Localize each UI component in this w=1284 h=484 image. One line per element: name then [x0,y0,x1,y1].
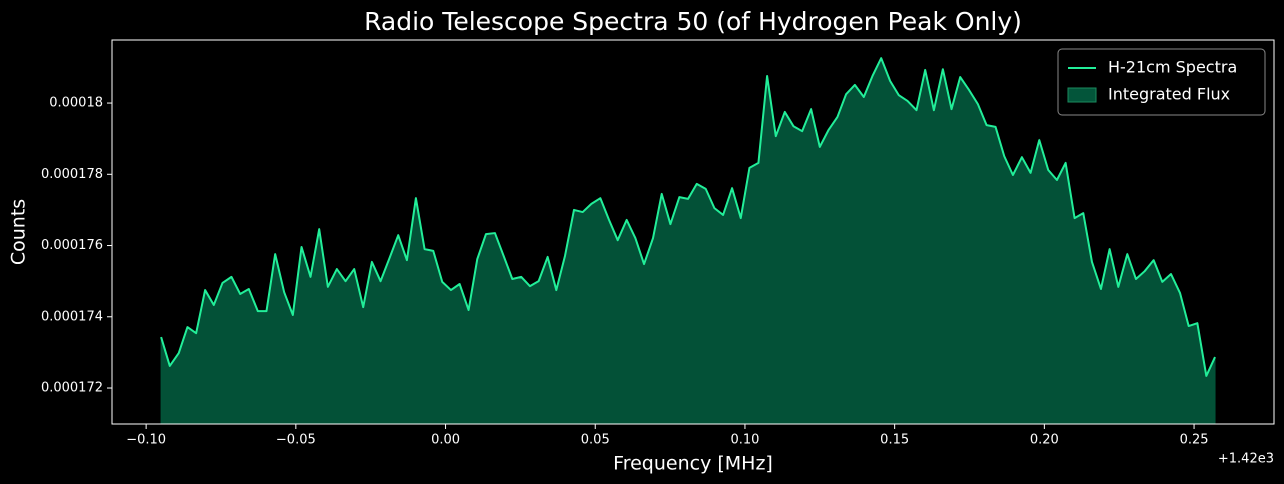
legend-patch [1067,87,1097,103]
x-axis-label: Frequency [MHz] [613,453,773,475]
x-tick-label: 0.00 [431,433,460,448]
x-tick-label: 0.15 [880,433,909,448]
x-tick-label: 0.10 [730,433,759,448]
y-tick-label: 0.000176 [41,238,103,253]
legend-label: H-21cm Spectra [1108,58,1237,77]
x-tick-label: 0.20 [1030,433,1059,448]
x-tick-label: 0.05 [581,433,610,448]
plot-frame [111,39,1275,425]
chart-title: Radio Telescope Spectra 50 (of Hydrogen … [364,7,1022,36]
flux-area [160,56,1216,425]
legend-label: Integrated Flux [1108,85,1230,104]
legend-box [1057,48,1266,116]
y-tick-label: 0.000172 [41,381,103,396]
spectrum-line [160,57,1216,377]
y-tick-label: 0.000174 [41,309,103,324]
y-tick-label: 0.000178 [41,167,103,182]
x-tick-label: −0.05 [276,433,316,448]
x-tick-label: 0.25 [1180,433,1209,448]
y-axis-label: Counts [8,199,30,265]
y-tick-label: 0.00018 [49,96,103,111]
x-tick-label: −0.10 [126,433,166,448]
x-offset-label: +1.42e3 [1218,452,1274,467]
